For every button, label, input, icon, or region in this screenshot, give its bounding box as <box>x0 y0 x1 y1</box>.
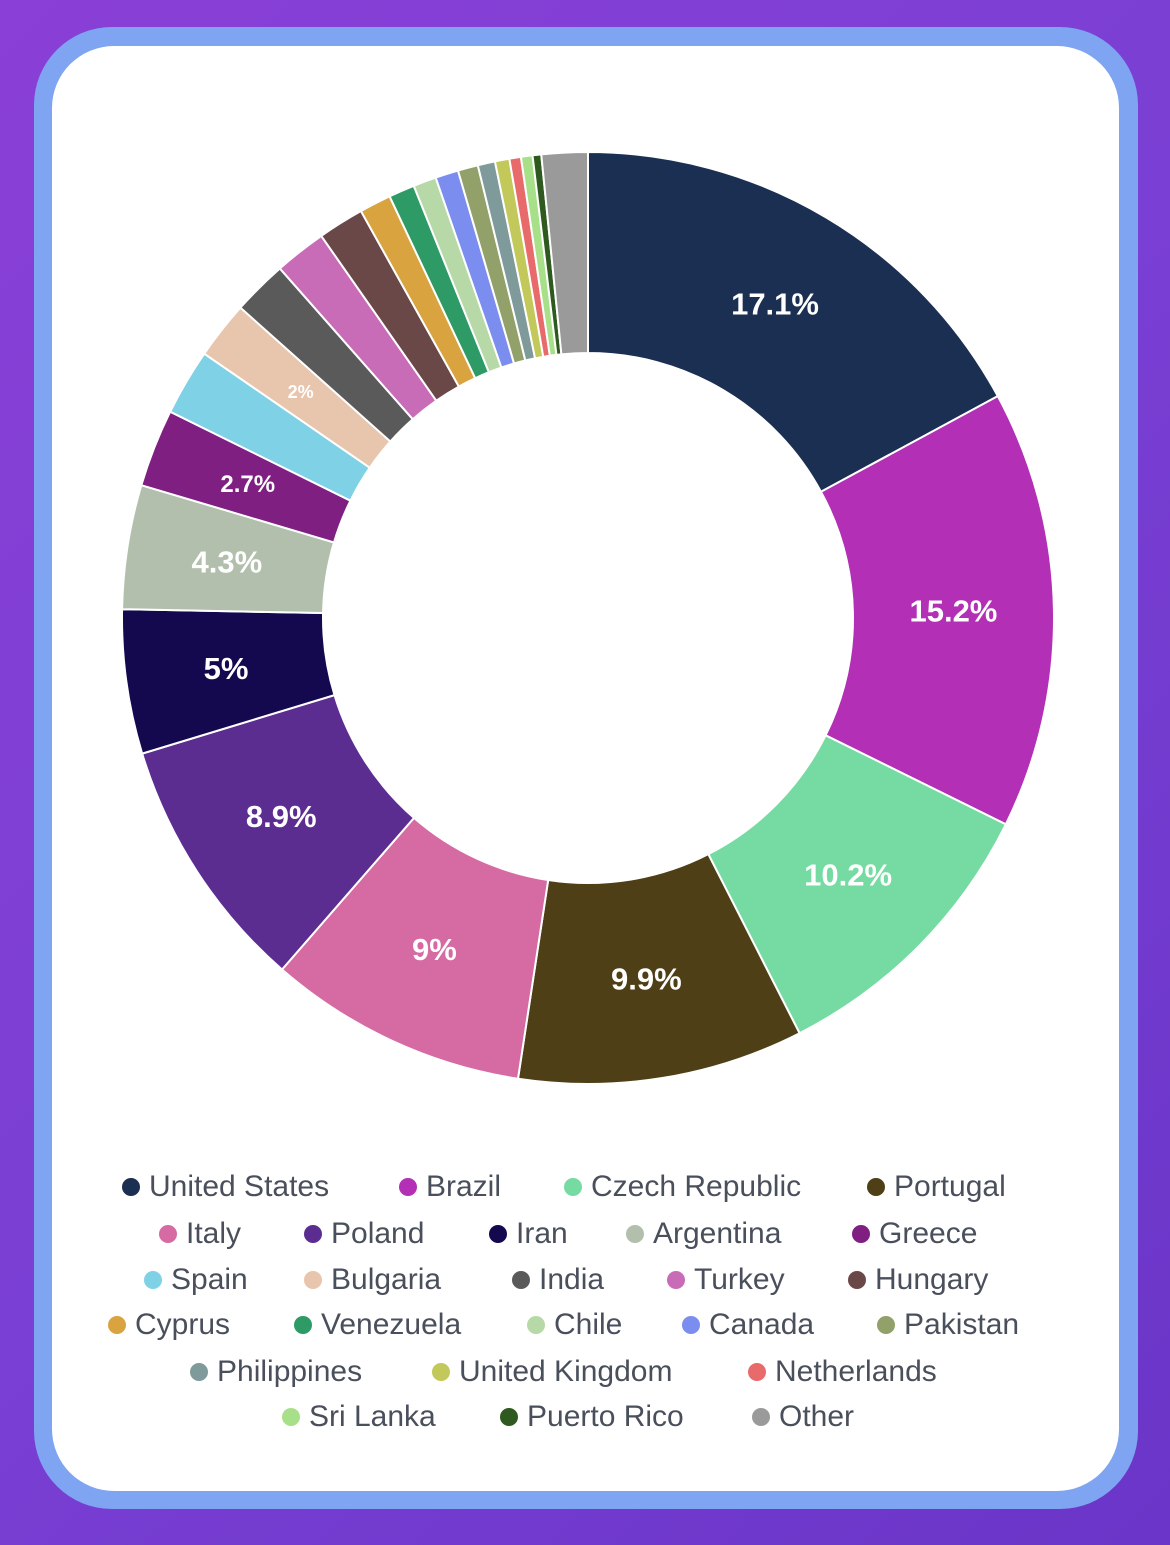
legend-item-czech-republic: Czech Republic <box>564 1170 801 1204</box>
legend-item-netherlands: Netherlands <box>748 1355 937 1389</box>
legend-label: Portugal <box>894 1170 1006 1203</box>
legend-swatch <box>867 1178 885 1196</box>
slice-label-argentina: 4.3% <box>191 544 262 579</box>
slice-label-poland: 8.9% <box>246 799 317 834</box>
legend-item-canada: Canada <box>682 1308 814 1342</box>
legend-item-sri-lanka: Sri Lanka <box>282 1400 436 1434</box>
legend-swatch <box>304 1271 322 1289</box>
slice-label-united-states: 17.1% <box>731 286 819 321</box>
slice-united-states <box>587 150 1000 494</box>
legend-label: Czech Republic <box>591 1170 802 1203</box>
legend-swatch <box>304 1225 322 1243</box>
donut-chart: 17.1% 15.2% 10.2% 9.9% 9% 8.9% 5% 4.3% 2.7% 2% <box>121 150 1055 1085</box>
legend-label: Other <box>779 1400 855 1433</box>
legend-label: United Kingdom <box>459 1355 673 1388</box>
legend-label: Chile <box>554 1308 623 1341</box>
legend-label: Puerto Rico <box>527 1400 684 1433</box>
legend-label: Sri Lanka <box>309 1400 436 1433</box>
legend-swatch <box>512 1271 530 1289</box>
legend-swatch <box>852 1225 870 1243</box>
legend-label: United States <box>149 1170 330 1203</box>
legend-item-greece: Greece <box>852 1217 977 1251</box>
legend-label: Italy <box>186 1217 242 1250</box>
legend-label: Iran <box>516 1217 568 1250</box>
legend-swatch <box>752 1408 770 1426</box>
legend-label: Greece <box>879 1217 978 1250</box>
legend-swatch <box>626 1225 644 1243</box>
legend-swatch <box>667 1271 685 1289</box>
legend-swatch <box>144 1271 162 1289</box>
legend-label: Spain <box>171 1263 248 1296</box>
legend-swatch <box>399 1178 417 1196</box>
legend-swatch <box>122 1178 140 1196</box>
legend-swatch <box>682 1316 700 1334</box>
legend-label: Canada <box>709 1308 815 1341</box>
legend-item-puerto-rico: Puerto Rico <box>500 1400 684 1434</box>
legend-item-chile: Chile <box>527 1308 622 1342</box>
legend-item-turkey: Turkey <box>667 1263 785 1297</box>
legend-label: Cyprus <box>135 1308 231 1341</box>
legend-item-iran: Iran <box>489 1217 568 1251</box>
legend-label: Hungary <box>875 1263 989 1296</box>
legend-label: Bulgaria <box>331 1263 442 1296</box>
legend-item-india: India <box>512 1263 604 1297</box>
legend-swatch <box>190 1363 208 1381</box>
legend-label: Brazil <box>426 1170 502 1203</box>
slice-other <box>540 150 589 356</box>
slice-label-czech-republic: 10.2% <box>804 857 892 892</box>
slice-label-greece: 2.7% <box>220 471 275 498</box>
legend-swatch <box>489 1225 507 1243</box>
legend-label: Pakistan <box>904 1308 1020 1341</box>
slice-label-portugal: 9.9% <box>611 961 682 996</box>
legend-label: India <box>539 1263 605 1296</box>
legend-label: Venezuela <box>321 1308 462 1341</box>
legend-item-philippines: Philippines <box>190 1355 362 1389</box>
legend-swatch <box>294 1316 312 1334</box>
legend-item-bulgaria: Bulgaria <box>304 1263 441 1297</box>
legend-item-argentina: Argentina <box>626 1217 781 1251</box>
legend-item-other: Other <box>752 1400 854 1434</box>
legend-item-portugal: Portugal <box>867 1170 1006 1204</box>
slice-label-italy: 9% <box>412 932 457 967</box>
legend-label: Turkey <box>694 1263 785 1296</box>
legend-item-poland: Poland <box>304 1217 424 1251</box>
legend-label: Argentina <box>653 1217 782 1250</box>
legend-item-spain: Spain <box>144 1263 248 1297</box>
legend-item-venezuela: Venezuela <box>294 1308 461 1342</box>
legend-swatch <box>500 1408 518 1426</box>
legend-label: Philippines <box>217 1355 363 1388</box>
legend-item-united-kingdom: United Kingdom <box>432 1355 672 1389</box>
legend-swatch <box>432 1363 450 1381</box>
legend-swatch <box>159 1225 177 1243</box>
slice-label-iran: 5% <box>204 651 249 686</box>
legend-item-cyprus: Cyprus <box>108 1308 230 1342</box>
legend-swatch <box>877 1316 895 1334</box>
legend-swatch <box>848 1271 866 1289</box>
legend-item-hungary: Hungary <box>848 1263 988 1297</box>
legend-label: Poland <box>331 1217 425 1250</box>
legend-swatch <box>527 1316 545 1334</box>
legend-swatch <box>748 1363 766 1381</box>
legend-label: Netherlands <box>775 1355 937 1388</box>
chart-card: 17.1% 15.2% 10.2% 9.9% 9% 8.9% 5% 4.3% 2.7% 2% Un… <box>52 46 1119 1491</box>
legend-swatch <box>564 1178 582 1196</box>
legend-item-italy: Italy <box>159 1217 241 1251</box>
slice-brazil <box>819 394 1055 826</box>
legend-swatch <box>282 1408 300 1426</box>
slice-label-bulgaria: 2% <box>288 382 314 402</box>
slice-label-brazil: 15.2% <box>909 594 997 629</box>
legend-item-brazil: Brazil <box>399 1170 501 1204</box>
legend-item-pakistan: Pakistan <box>877 1308 1019 1342</box>
legend-swatch <box>108 1316 126 1334</box>
legend-item-united-states: United States <box>122 1170 329 1204</box>
